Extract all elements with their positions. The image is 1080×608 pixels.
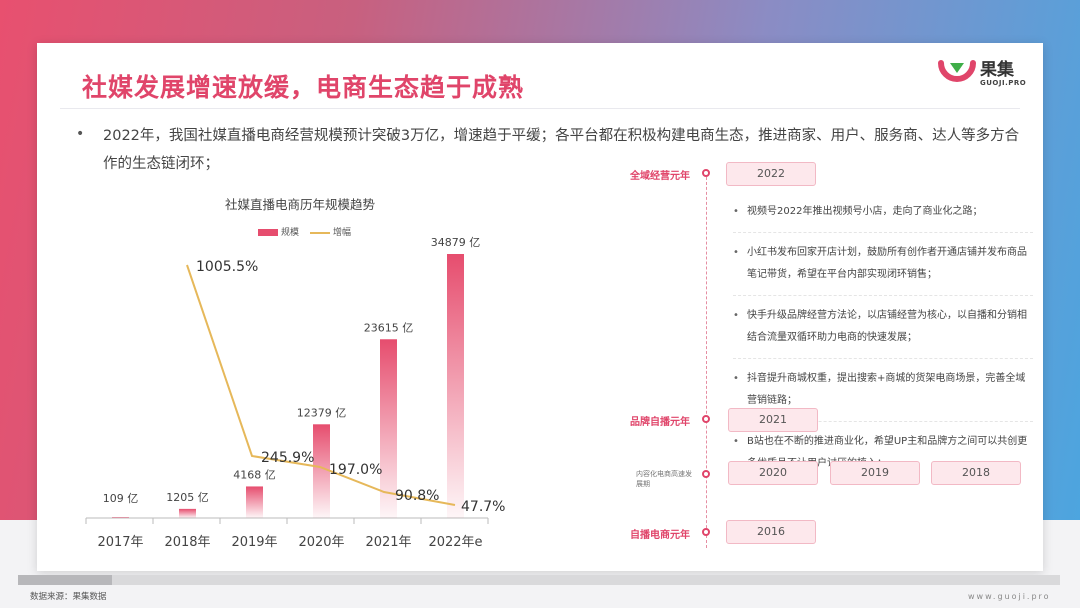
- bar-value-label: 12379 亿: [297, 406, 347, 419]
- milestone-label: 内容化电商高速发展期: [636, 470, 692, 488]
- detail-item: 视频号2022年推出视频号小店，走向了商业化之路；: [733, 192, 1033, 233]
- bar: [112, 517, 129, 518]
- legend-line-swatch: [310, 231, 330, 234]
- scrollbar-thumb[interactable]: [18, 575, 112, 585]
- bar: [313, 424, 330, 518]
- logo-text-cn: 果集: [980, 60, 1014, 80]
- x-tick-label: 2022年e: [428, 535, 482, 550]
- bar-value-label: 23615 亿: [364, 321, 414, 334]
- milestone-label: 全域经营元年: [630, 171, 690, 182]
- platform-details-list: 视频号2022年推出视频号小店，走向了商业化之路； 小红书发布回家开店计划，鼓励…: [733, 192, 1033, 484]
- timeline-dot: [702, 169, 710, 177]
- bar: [380, 339, 397, 518]
- year-badge: 2020: [728, 461, 818, 485]
- legend-label-bar: 规模: [281, 228, 300, 238]
- legend-item-line: 增幅: [310, 225, 351, 238]
- x-tick-label: 2018年: [164, 535, 210, 550]
- growth-value-label: 245.9%: [261, 450, 314, 466]
- growth-line: [186, 264, 456, 506]
- logo-icon: [938, 60, 976, 82]
- detail-item: 小红书发布回家开店计划，鼓励所有创作者开通店铺并发布商品笔记带货，希望在平台内部…: [733, 233, 1033, 296]
- chart-title: 社媒直播电商历年规模趋势: [224, 197, 375, 212]
- growth-value-label: 1005.5%: [196, 259, 258, 275]
- growth-value-label: 90.8%: [395, 488, 439, 504]
- x-tick-label: 2020年: [298, 535, 344, 550]
- x-tick-label: 2017年: [97, 535, 143, 550]
- milestone-label: 自播电商元年: [630, 530, 690, 541]
- logo-text-en: GUOJI.PRO: [980, 79, 1027, 87]
- scale-trend-chart: 2017年 2018年 2019年 2020年 2021年 2022年e 109 亿 1205…: [85, 236, 505, 550]
- bar: [246, 486, 263, 518]
- year-badge: 2018: [931, 461, 1021, 485]
- bar: [447, 254, 464, 518]
- bar-value-label: 34879 亿: [431, 236, 481, 249]
- milestone-label: 品牌自播元年: [630, 417, 690, 428]
- growth-value-label: 197.0%: [329, 462, 382, 478]
- bar-value-label: 4168 亿: [233, 468, 276, 481]
- timeline-axis: [706, 172, 707, 548]
- brand-logo: 果集 GUOJI.PRO: [938, 55, 1028, 95]
- year-badge: 2016: [726, 520, 816, 544]
- horizontal-scrollbar[interactable]: [18, 575, 1060, 585]
- bar: [179, 508, 196, 518]
- detail-item: 快手升级品牌经营方法论，以店铺经营为核心，以自播和分销相结合流量双循环助力电商的…: [733, 296, 1033, 359]
- bar-value-label: 109 亿: [103, 492, 139, 505]
- summary-paragraph: 2022年，我国社媒直播电商经营规模预计突破3万亿，增速趋于平缓；各平台都在积极…: [103, 128, 1020, 172]
- timeline-dot: [702, 470, 710, 478]
- page-title: 社媒发展增速放缓，电商生态趋于成熟: [82, 73, 525, 102]
- legend-item-bar: 规模: [258, 225, 299, 238]
- bar-value-label: 1205 亿: [166, 491, 209, 504]
- x-tick-label: 2021年: [365, 535, 411, 550]
- bullet-icon: •: [76, 126, 85, 142]
- legend-label-line: 增幅: [333, 228, 352, 238]
- year-badge: 2019: [830, 461, 920, 485]
- growth-value-label: 47.7%: [461, 499, 505, 515]
- website-url: www.guoji.pro: [968, 592, 1051, 601]
- timeline-dot: [702, 415, 710, 423]
- x-tick-label: 2019年: [231, 535, 277, 550]
- title-divider: [60, 108, 1020, 109]
- timeline-dot: [702, 528, 710, 536]
- data-source-note: 数据来源：果集数据: [30, 592, 107, 602]
- year-badge: 2022: [726, 162, 816, 186]
- legend-bar-swatch: [258, 229, 278, 236]
- year-badge: 2021: [728, 408, 818, 432]
